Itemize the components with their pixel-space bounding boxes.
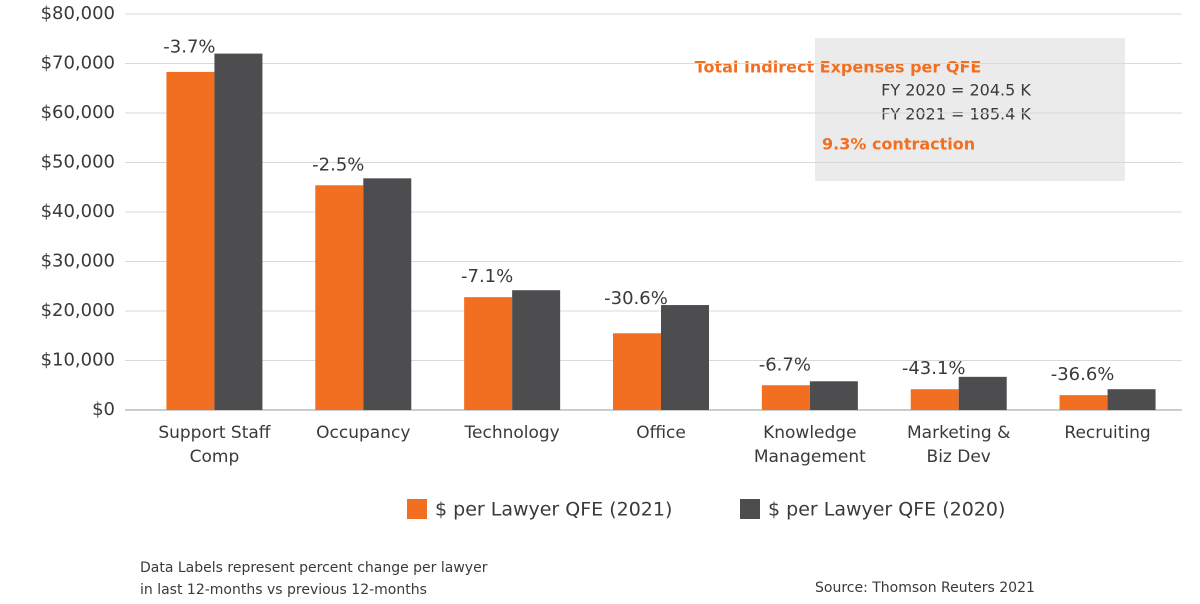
x-tick-label: Technology (464, 423, 560, 443)
x-tick-label: Knowledge Management (753, 423, 866, 467)
annotation-line: FY 2020 = 204.5 K (881, 81, 1031, 100)
bar (958, 376, 1007, 410)
bar (363, 178, 412, 410)
y-tick-label: $30,000 (41, 251, 115, 272)
bar (661, 305, 709, 410)
annotation-box (815, 38, 1125, 181)
x-tick-label: Recruiting (1064, 423, 1151, 443)
y-tick-label: $80,000 (41, 3, 115, 24)
y-tick-label: $70,000 (41, 53, 115, 74)
y-tick-label: $20,000 (41, 300, 115, 321)
change-label: -2.5% (312, 154, 364, 175)
change-label: -7.1% (461, 266, 513, 287)
bar (1107, 389, 1156, 410)
bar (613, 333, 661, 410)
x-tick-label: Marketing & Biz Dev (907, 423, 1011, 467)
bar (809, 381, 858, 410)
change-label: -6.7% (759, 354, 811, 375)
bar (1059, 395, 1108, 410)
annotation-highlight: 9.3% contraction (822, 135, 975, 154)
legend-swatch (407, 499, 427, 519)
y-tick-label: $50,000 (41, 152, 115, 173)
change-label: -3.7% (163, 37, 215, 58)
annotation-title: Total Indirect Expenses per QFE (695, 58, 982, 77)
y-tick-label: $10,000 (41, 350, 115, 371)
bar (910, 389, 959, 410)
y-tick-label: $40,000 (41, 201, 115, 222)
change-label: -30.6% (604, 288, 668, 309)
y-tick-label: $0 (92, 399, 115, 420)
x-tick-label: Support Staff Comp (158, 423, 271, 467)
change-label: -36.6% (1051, 364, 1115, 385)
legend-label: $ per Lawyer QFE (2021) (435, 499, 672, 521)
y-tick-label: $60,000 (41, 102, 115, 123)
bar (214, 53, 263, 410)
x-tick-label: Office (636, 423, 686, 443)
change-label: -43.1% (902, 358, 966, 379)
legend-label: $ per Lawyer QFE (2020) (768, 499, 1005, 521)
annotation-line: FY 2021 = 185.4 K (881, 105, 1031, 124)
bar (512, 290, 561, 410)
footnote: Data Labels represent percent change per… (140, 560, 488, 598)
x-tick-label: Occupancy (316, 423, 411, 443)
bar (315, 185, 364, 410)
source: Source: Thomson Reuters 2021 (815, 580, 1035, 596)
bar (166, 71, 215, 410)
bar (464, 297, 513, 410)
bar (761, 385, 810, 410)
legend-swatch (740, 499, 760, 519)
